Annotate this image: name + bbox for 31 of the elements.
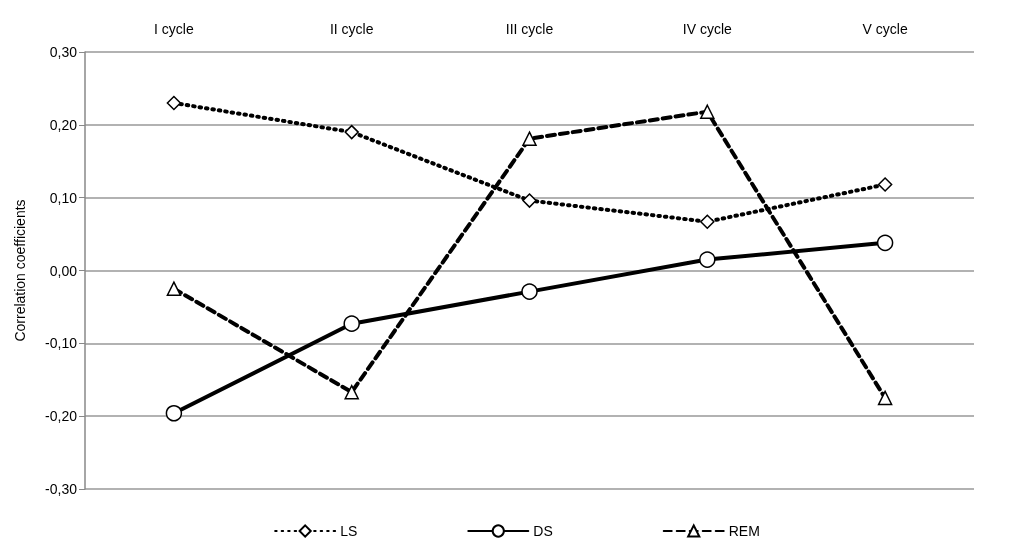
point <box>699 251 716 268</box>
y-tick-label: 0,10 <box>49 189 78 206</box>
point <box>343 315 360 332</box>
point <box>344 384 359 400</box>
y-tick-label: 0,30 <box>49 44 78 60</box>
y-axis-title: Correlation coefficients <box>12 199 28 342</box>
x-tick-label: V cycle <box>862 21 908 37</box>
point <box>166 95 182 111</box>
y-tick-label: 0,00 <box>49 262 78 279</box>
point <box>877 390 893 406</box>
y-tick-label: -0,10 <box>45 335 78 352</box>
point <box>344 124 359 140</box>
x-tick-label: III cycle <box>505 21 554 37</box>
point <box>700 104 715 119</box>
point <box>522 131 537 146</box>
point <box>165 405 183 422</box>
point <box>876 234 894 252</box>
y-tick-label: -0,30 <box>45 481 78 497</box>
point <box>700 214 715 229</box>
legend-label: DS <box>533 523 553 539</box>
y-tick-label: -0,20 <box>45 408 78 425</box>
point <box>521 283 538 300</box>
point <box>877 177 893 192</box>
legend-label: LS <box>340 523 358 539</box>
y-tick-label: 0,20 <box>49 116 78 133</box>
x-tick-label: IV cycle <box>682 21 733 37</box>
point <box>166 281 182 296</box>
legend-label: REM <box>728 523 760 539</box>
point <box>522 193 537 208</box>
x-tick-label: II cycle <box>329 21 374 37</box>
x-tick-label: I cycle <box>154 21 194 37</box>
